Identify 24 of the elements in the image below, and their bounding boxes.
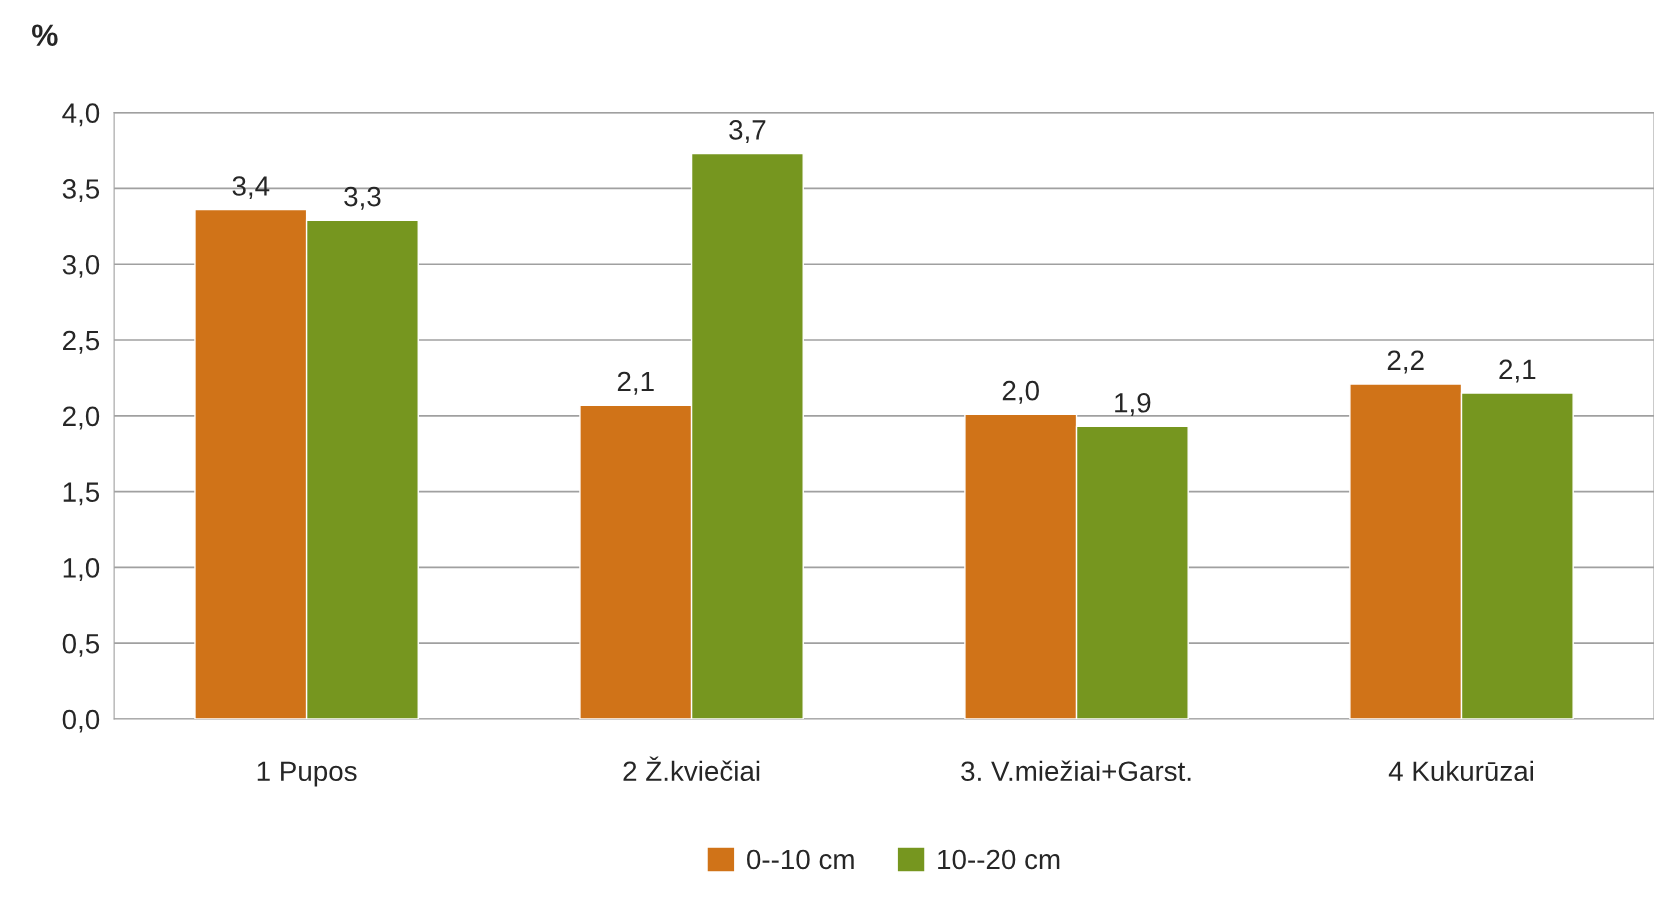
data-label: 2,1 bbox=[1499, 359, 1536, 383]
data-label: 3,3 bbox=[344, 186, 381, 210]
y-tick-label: 1,5 bbox=[63, 482, 100, 506]
x-tick-label: 2 Ž.kviečiai bbox=[623, 756, 760, 782]
y-axis-title: % bbox=[32, 24, 58, 46]
data-label: 2,1 bbox=[617, 371, 654, 395]
data-label: 2,2 bbox=[1387, 350, 1424, 374]
y-tick-label: 4,0 bbox=[62, 103, 100, 127]
y-tick-label: 2,0 bbox=[63, 406, 100, 430]
y-tick-label: 3,0 bbox=[62, 254, 100, 278]
legend-label: 10--20 cm bbox=[938, 849, 1060, 870]
y-tick-label: 2,5 bbox=[63, 330, 100, 354]
data-label: 3,7 bbox=[729, 120, 766, 144]
y-tick-label: 1,0 bbox=[63, 558, 100, 582]
data-label: 1,9 bbox=[1115, 392, 1151, 416]
data-label: 3,4 bbox=[232, 176, 270, 200]
y-tick-label: 0,5 bbox=[62, 633, 100, 657]
y-tick-label: 3,5 bbox=[62, 179, 100, 203]
data-label: 2,0 bbox=[1002, 380, 1039, 404]
legend-label: 0--10 cm bbox=[747, 849, 854, 870]
x-tick-label: 4 Kukurūzai bbox=[1388, 760, 1533, 782]
y-tick-label: 0,0 bbox=[62, 709, 100, 733]
x-tick-label: 1 Pupos bbox=[257, 761, 357, 787]
x-tick-label: 3. V.miežiai+Garst. bbox=[961, 760, 1191, 782]
